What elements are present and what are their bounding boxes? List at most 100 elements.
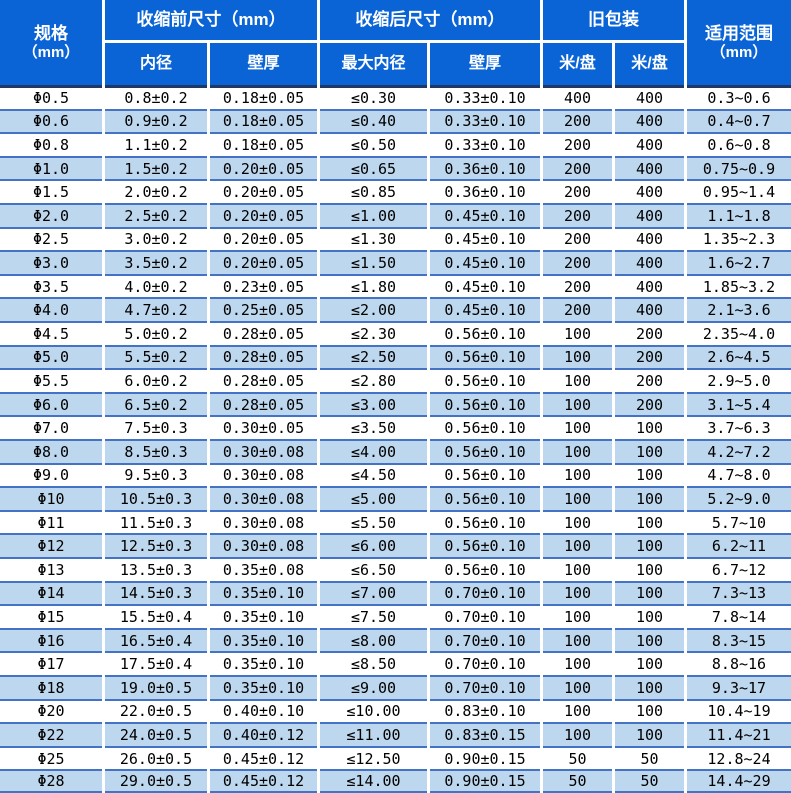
- meters-per-reel-1-cell: 200: [543, 203, 612, 227]
- table-row: Φ3.0 3.5±0.2 0.20±0.05 ≤1.50 0.45±0.10 200 400…: [0, 250, 791, 274]
- wall-thickness-before-cell: 0.20±0.05: [210, 179, 317, 203]
- spec-cell: Φ4.5: [0, 321, 102, 345]
- meters-per-reel-2-cell: 50: [615, 769, 684, 793]
- meters-per-reel-1-cell: 200: [543, 132, 612, 156]
- inner-diameter-cell: 16.5±0.4: [105, 627, 207, 652]
- inner-diameter-cell: 0.8±0.2: [105, 85, 207, 109]
- max-inner-diameter-cell: ≤5.50: [320, 509, 427, 534]
- meters-per-reel-2-cell: 200: [615, 391, 684, 416]
- meters-per-reel-1-cell: 200: [543, 179, 612, 203]
- meters-per-reel-1-cell: 100: [543, 651, 612, 675]
- inner-diameter-cell: 15.5±0.4: [105, 604, 207, 628]
- wall-thickness-before-cell: 0.30±0.05: [210, 415, 317, 439]
- inner-diameter-cell: 29.0±0.5: [105, 769, 207, 793]
- max-inner-diameter-cell: ≤10.00: [320, 698, 427, 723]
- applicable-range-cell: 1.1~1.8: [687, 203, 791, 227]
- spec-cell: Φ18: [0, 675, 102, 699]
- wall-thickness-before-cell: 0.25±0.05: [210, 297, 317, 321]
- meters-per-reel-2-cell: 400: [615, 273, 684, 298]
- meters-per-reel-2-cell: 100: [615, 509, 684, 534]
- applicable-range-cell: 1.85~3.2: [687, 273, 791, 298]
- wall-thickness-after-cell: 0.33±0.10: [430, 108, 540, 133]
- applicable-range-cell: 1.6~2.7: [687, 250, 791, 274]
- inner-diameter-cell: 11.5±0.3: [105, 509, 207, 534]
- meters-per-reel-1-cell: 100: [543, 368, 612, 392]
- table-row: Φ6.0 6.5±0.2 0.28±0.05 ≤3.00 0.56±0.10 100 200…: [0, 391, 791, 416]
- inner-diameter-cell: 7.5±0.3: [105, 415, 207, 439]
- meters-per-reel-1-cell: 100: [543, 391, 612, 416]
- meters-per-reel-1-cell: 100: [543, 722, 612, 746]
- table-row: Φ5.5 6.0±0.2 0.28±0.05 ≤2.80 0.56±0.10 100 200…: [0, 368, 791, 392]
- header-old-packaging: 旧包装: [543, 0, 684, 40]
- max-inner-diameter-cell: ≤2.80: [320, 368, 427, 392]
- meters-per-reel-1-cell: 100: [543, 533, 612, 557]
- meters-per-reel-2-cell: 200: [615, 368, 684, 392]
- max-inner-diameter-cell: ≤12.50: [320, 745, 427, 770]
- meters-per-reel-2-cell: 100: [615, 604, 684, 628]
- wall-thickness-after-cell: 0.56±0.10: [430, 439, 540, 463]
- meters-per-reel-2-cell: 400: [615, 297, 684, 321]
- wall-thickness-after-cell: 0.83±0.10: [430, 698, 540, 723]
- spec-cell: Φ17: [0, 651, 102, 675]
- spec-cell: Φ0.6: [0, 108, 102, 133]
- table-row: Φ22 24.0±0.5 0.40±0.12 ≤11.00 0.83±0.15 100 10…: [0, 722, 791, 746]
- table-row: Φ7.0 7.5±0.3 0.30±0.05 ≤3.50 0.56±0.10 100 100…: [0, 415, 791, 439]
- meters-per-reel-2-cell: 400: [615, 108, 684, 133]
- meters-per-reel-1-cell: 200: [543, 155, 612, 180]
- header-max-inner-diameter: 最大内径: [320, 43, 427, 85]
- inner-diameter-cell: 5.0±0.2: [105, 321, 207, 345]
- table-body: Φ0.5 0.8±0.2 0.18±0.05 ≤0.30 0.33±0.10 400 400…: [0, 85, 791, 793]
- header-before-shrink: 收缩前尺寸（mm）: [105, 0, 317, 40]
- max-inner-diameter-cell: ≤3.50: [320, 415, 427, 439]
- max-inner-diameter-cell: ≤14.00: [320, 769, 427, 793]
- table-row: Φ2.5 3.0±0.2 0.20±0.05 ≤1.30 0.45±0.10 200 400…: [0, 226, 791, 251]
- table-row: Φ25 26.0±0.5 0.45±0.12 ≤12.50 0.90±0.15 50 50 1…: [0, 745, 791, 770]
- max-inner-diameter-cell: ≤0.40: [320, 108, 427, 133]
- meters-per-reel-1-cell: 100: [543, 604, 612, 628]
- max-inner-diameter-cell: ≤2.50: [320, 344, 427, 369]
- applicable-range-cell: 6.7~12: [687, 557, 791, 581]
- wall-thickness-before-cell: 0.20±0.05: [210, 155, 317, 180]
- spec-cell: Φ2.5: [0, 226, 102, 251]
- spec-cell: Φ20: [0, 698, 102, 723]
- header-range-label: 适用范围: [705, 24, 773, 44]
- inner-diameter-cell: 0.9±0.2: [105, 108, 207, 133]
- spec-cell: Φ16: [0, 627, 102, 652]
- wall-thickness-after-cell: 0.56±0.10: [430, 321, 540, 345]
- table-row: Φ4.0 4.7±0.2 0.25±0.05 ≤2.00 0.45±0.10 200 400…: [0, 297, 791, 321]
- inner-diameter-cell: 4.7±0.2: [105, 297, 207, 321]
- meters-per-reel-1-cell: 100: [543, 321, 612, 345]
- inner-diameter-cell: 9.5±0.3: [105, 462, 207, 487]
- max-inner-diameter-cell: ≤2.30: [320, 321, 427, 345]
- table-row: Φ0.8 1.1±0.2 0.18±0.05 ≤0.50 0.33±0.10 200 400…: [0, 132, 791, 156]
- wall-thickness-after-cell: 0.45±0.10: [430, 273, 540, 298]
- table-row: Φ17 17.5±0.4 0.35±0.10 ≤8.50 0.70±0.10 100 100…: [0, 651, 791, 675]
- spec-cell: Φ11: [0, 509, 102, 534]
- spec-cell: Φ15: [0, 604, 102, 628]
- table-row: Φ28 29.0±0.5 0.45±0.12 ≤14.00 0.90±0.15 50 50 1…: [0, 769, 791, 793]
- wall-thickness-before-cell: 0.28±0.05: [210, 391, 317, 416]
- wall-thickness-before-cell: 0.20±0.05: [210, 226, 317, 251]
- max-inner-diameter-cell: ≤1.00: [320, 203, 427, 227]
- meters-per-reel-1-cell: 50: [543, 745, 612, 770]
- spec-cell: Φ25: [0, 745, 102, 770]
- spec-cell: Φ1.0: [0, 155, 102, 180]
- wall-thickness-after-cell: 0.45±0.10: [430, 297, 540, 321]
- max-inner-diameter-cell: ≤1.50: [320, 250, 427, 274]
- max-inner-diameter-cell: ≤4.00: [320, 439, 427, 463]
- wall-thickness-before-cell: 0.18±0.05: [210, 108, 317, 133]
- meters-per-reel-2-cell: 400: [615, 203, 684, 227]
- inner-diameter-cell: 6.5±0.2: [105, 391, 207, 416]
- wall-thickness-after-cell: 0.56±0.10: [430, 486, 540, 510]
- applicable-range-cell: 7.8~14: [687, 604, 791, 628]
- wall-thickness-before-cell: 0.23±0.05: [210, 273, 317, 298]
- meters-per-reel-1-cell: 100: [543, 344, 612, 369]
- table-row: Φ14 14.5±0.3 0.35±0.10 ≤7.00 0.70±0.10 100 100…: [0, 580, 791, 605]
- wall-thickness-after-cell: 0.70±0.10: [430, 580, 540, 605]
- wall-thickness-after-cell: 0.56±0.10: [430, 462, 540, 487]
- inner-diameter-cell: 6.0±0.2: [105, 368, 207, 392]
- table-row: Φ2.0 2.5±0.2 0.20±0.05 ≤1.00 0.45±0.10 200 400…: [0, 203, 791, 227]
- applicable-range-cell: 11.4~21: [687, 722, 791, 746]
- inner-diameter-cell: 1.5±0.2: [105, 155, 207, 180]
- header-inner-diameter: 内径: [105, 43, 207, 85]
